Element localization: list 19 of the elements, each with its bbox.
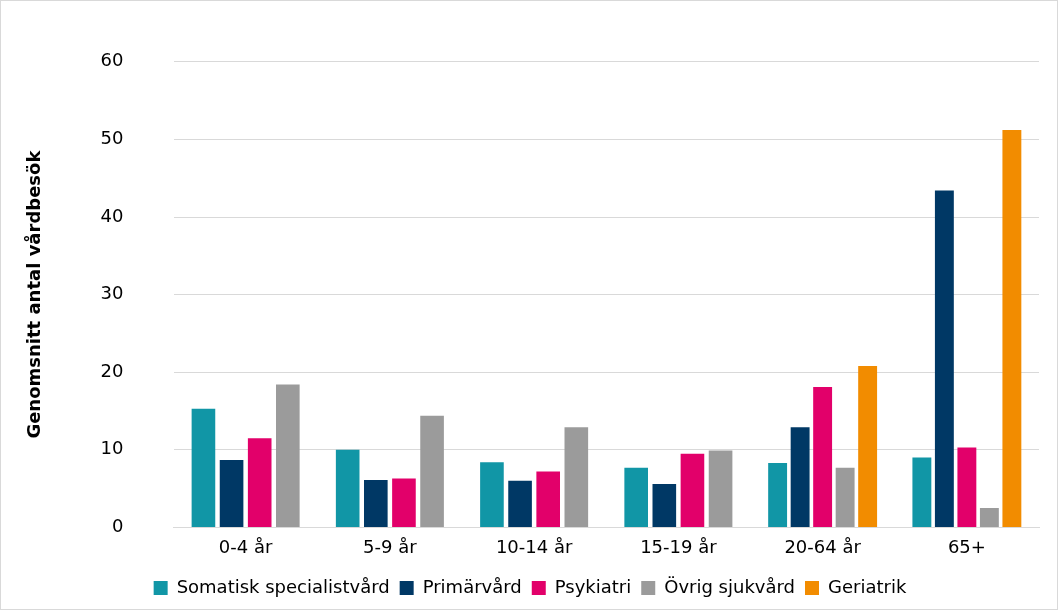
x-tick-label: 20-64 år [784, 535, 862, 557]
y-tick-label: 60 [100, 49, 124, 71]
y-tick-label: 0 [112, 515, 124, 537]
y-tick-label: 50 [100, 127, 124, 149]
x-tick-label: 10-14 år [495, 535, 573, 557]
legend-label: Geriatrik [828, 575, 907, 597]
y-tick-label: 10 [100, 437, 124, 459]
x-tick-label: 65+ [947, 535, 986, 557]
legend-label: Primärvård [422, 575, 522, 597]
y-axis-title: Genomsnitt antal vårdbesök [23, 149, 45, 439]
legend-label: Övrig sjukvård [664, 575, 796, 597]
legend-label: Psykiatri [554, 575, 632, 597]
x-tick-label: 0-4 år [218, 535, 273, 557]
y-tick-label: 40 [100, 204, 124, 226]
x-tick-label: 5-9 år [363, 535, 418, 557]
y-tick-label: 30 [100, 282, 124, 304]
x-tick-label: 15-19 år [640, 535, 718, 557]
legend-label: Somatisk specialistvård [176, 575, 390, 597]
y-tick-label: 20 [100, 359, 124, 381]
